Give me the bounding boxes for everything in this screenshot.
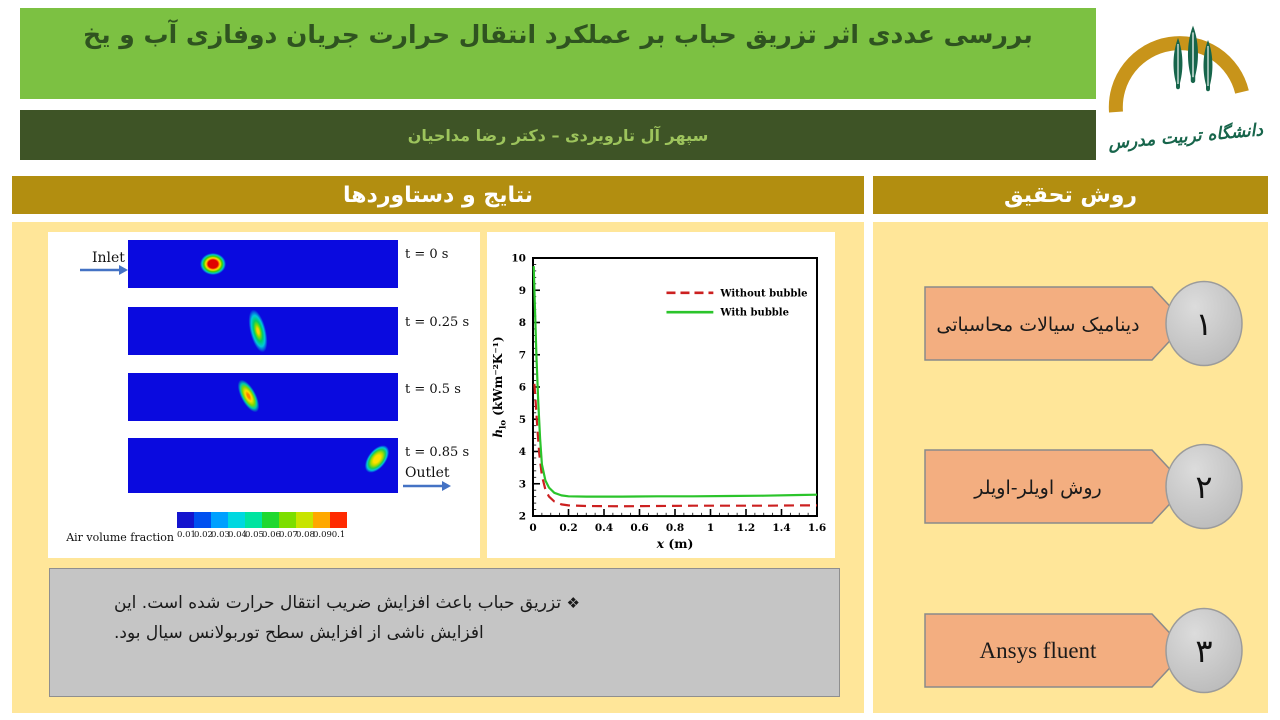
y-tick-label: 4 — [519, 446, 526, 458]
x-axis-label: x (m) — [656, 536, 694, 551]
time-label-3: t = 0.5 s — [405, 382, 461, 397]
colorbar-tick: 0.01 — [177, 530, 196, 540]
x-tick-label: 1.4 — [772, 522, 790, 534]
channel-frame-1 — [128, 240, 398, 288]
channel-frame-4 — [128, 438, 398, 493]
x-tick-label: 0.2 — [559, 522, 577, 534]
y-tick-label: 7 — [519, 349, 526, 361]
method-panel-body: دینامیک سیالات محاسباتی ۱ روش اویلر-اویل… — [873, 222, 1268, 713]
title-bar: بررسی عددی اثر تزریق حباب بر عملکرد انتق… — [20, 8, 1096, 99]
step-number-circle — [1165, 280, 1243, 367]
colorbar-tick: 0.07 — [279, 530, 298, 540]
page-title: بررسی عددی اثر تزریق حباب بر عملکرد انتق… — [83, 20, 1033, 49]
y-tick-label: 8 — [519, 317, 526, 329]
x-tick-label: 0.4 — [595, 522, 613, 534]
x-tick-label: 0 — [529, 522, 536, 534]
conclusion-text: ❖ تزریق حباب باعث افزایش ضریب انتقال حرا… — [114, 589, 636, 649]
y-tick-label: 9 — [519, 285, 526, 297]
channel-frame-3 — [128, 373, 398, 421]
outlet-arrow-icon — [403, 481, 451, 491]
authors-bar: سپهر آل تارویردی – دکتر رضا مداحیان — [20, 110, 1096, 160]
results-panel-title: نتایج و دستاوردها — [343, 182, 533, 208]
step-number: ۱ — [1195, 305, 1212, 343]
method-step-2: روش اویلر-اویلر ۲ — [924, 443, 1243, 530]
colorbar-tick-labels: 0.01 0.02 0.03 0.04 0.05 0.06 0.07 0.08 0.09 0.1 — [177, 530, 347, 540]
colorbar-cell — [330, 512, 347, 528]
channel-frame-2 — [128, 307, 398, 355]
y-tick-label: 5 — [519, 414, 526, 426]
step-number: ۳ — [1195, 632, 1212, 670]
colorbar-tick: 0.06 — [262, 530, 281, 540]
legend-label: Without bubble — [719, 288, 807, 299]
heat-transfer-chart: 0 0.2 0.4 0.6 0.8 1 1.2 1.4 1.6 2 3 4 5 6 7 8 9 10 x (m) hl… — [487, 232, 835, 558]
university-logo-icon: دانشگاه تربیت مدرس — [1106, 25, 1264, 154]
colorbar-cell — [245, 512, 262, 528]
method-step-label: دینامیک سیالات محاسباتی — [936, 314, 1139, 336]
colorbar-tick: 0.08 — [296, 530, 315, 540]
diamond-bullet-icon: ❖ — [566, 594, 580, 612]
results-panel-body: Inlet t = 0 s t = 0.25 s t = 0.5 s t = 0… — [12, 222, 864, 713]
colorbar-cells — [177, 512, 347, 528]
colorbar-cell — [211, 512, 228, 528]
colorbar-tick: 0.02 — [194, 530, 213, 540]
method-step-label: روش اویلر-اویلر — [973, 477, 1101, 499]
y-tick-label: 3 — [519, 478, 526, 490]
colorbar-title: Air volume fraction — [66, 531, 174, 544]
colorbar-tick: 0.04 — [228, 530, 247, 540]
x-tick-label: 1.2 — [737, 522, 755, 534]
colorbar-cell — [296, 512, 313, 528]
x-tick-label: 1.6 — [808, 522, 826, 534]
conclusion-box: ❖ تزریق حباب باعث افزایش ضریب انتقال حرا… — [49, 568, 840, 697]
bubble-t025 — [244, 307, 272, 355]
colorbar-tick: 0.09 — [313, 530, 332, 540]
method-step-1: دینامیک سیالات محاسباتی ۱ — [924, 280, 1243, 367]
university-logo: دانشگاه تربیت مدرس — [1098, 0, 1280, 168]
series-with-bubble — [532, 266, 818, 498]
colorbar-tick: 0.05 — [245, 530, 264, 540]
method-panel-title: روش تحقیق — [1003, 182, 1138, 208]
bubble-t085 — [360, 440, 394, 478]
x-tick-label: 1 — [707, 522, 714, 534]
authors-text: سپهر آل تارویردی – دکتر رضا مداحیان — [407, 125, 709, 145]
step-number-circle — [1165, 443, 1243, 530]
heat-transfer-chart-svg: 0 0.2 0.4 0.6 0.8 1 1.2 1.4 1.6 2 3 4 5 6 7 8 9 10 x (m) hl… — [491, 253, 826, 552]
y-tick-label: 2 — [519, 511, 526, 523]
colorbar-cell — [194, 512, 211, 528]
colorbar-tick: 0.03 — [211, 530, 230, 540]
x-tick-label: 0.8 — [666, 522, 684, 534]
logo-caption: دانشگاه تربیت مدرس — [1106, 119, 1264, 154]
x-tick-label: 0.6 — [630, 522, 648, 534]
colorbar-cell — [262, 512, 279, 528]
results-panel-header: نتایج و دستاوردها — [12, 176, 864, 214]
series-without-bubble — [533, 383, 817, 508]
bubble-t0 — [200, 253, 226, 275]
y-axis-label: hlo (kWm⁻²K⁻¹) — [491, 336, 509, 437]
colorbar-cell — [177, 512, 194, 528]
logo-arch — [1108, 36, 1249, 113]
inlet-arrow-icon — [80, 265, 128, 275]
colorbar-cell — [313, 512, 330, 528]
simulation-figure: Inlet t = 0 s t = 0.25 s t = 0.5 s t = 0… — [48, 232, 480, 558]
inlet-label: Inlet — [92, 250, 125, 266]
bubble-t05 — [233, 376, 264, 416]
colorbar-cell — [279, 512, 296, 528]
method-step-label: Ansys fluent — [980, 638, 1098, 663]
step-number: ۲ — [1195, 468, 1212, 506]
outlet-label: Outlet — [405, 465, 450, 481]
method-step-3: Ansys fluent ۳ — [924, 607, 1243, 694]
step-number-circle — [1165, 607, 1243, 694]
colorbar-tick: 0.1 — [331, 530, 346, 540]
method-panel-header: روش تحقیق — [873, 176, 1268, 214]
logo-cypress-trees — [1173, 25, 1213, 92]
colorbar-cell — [228, 512, 245, 528]
time-label-1: t = 0 s — [405, 247, 449, 262]
time-label-4: t = 0.85 s — [405, 445, 470, 460]
y-tick-label: 6 — [519, 382, 526, 394]
conclusion-sentence: تزریق حباب باعث افزایش ضریب انتقال حرارت… — [114, 593, 562, 643]
y-tick-label: 10 — [511, 253, 526, 265]
time-label-2: t = 0.25 s — [405, 315, 470, 330]
legend-label: With bubble — [719, 308, 789, 319]
